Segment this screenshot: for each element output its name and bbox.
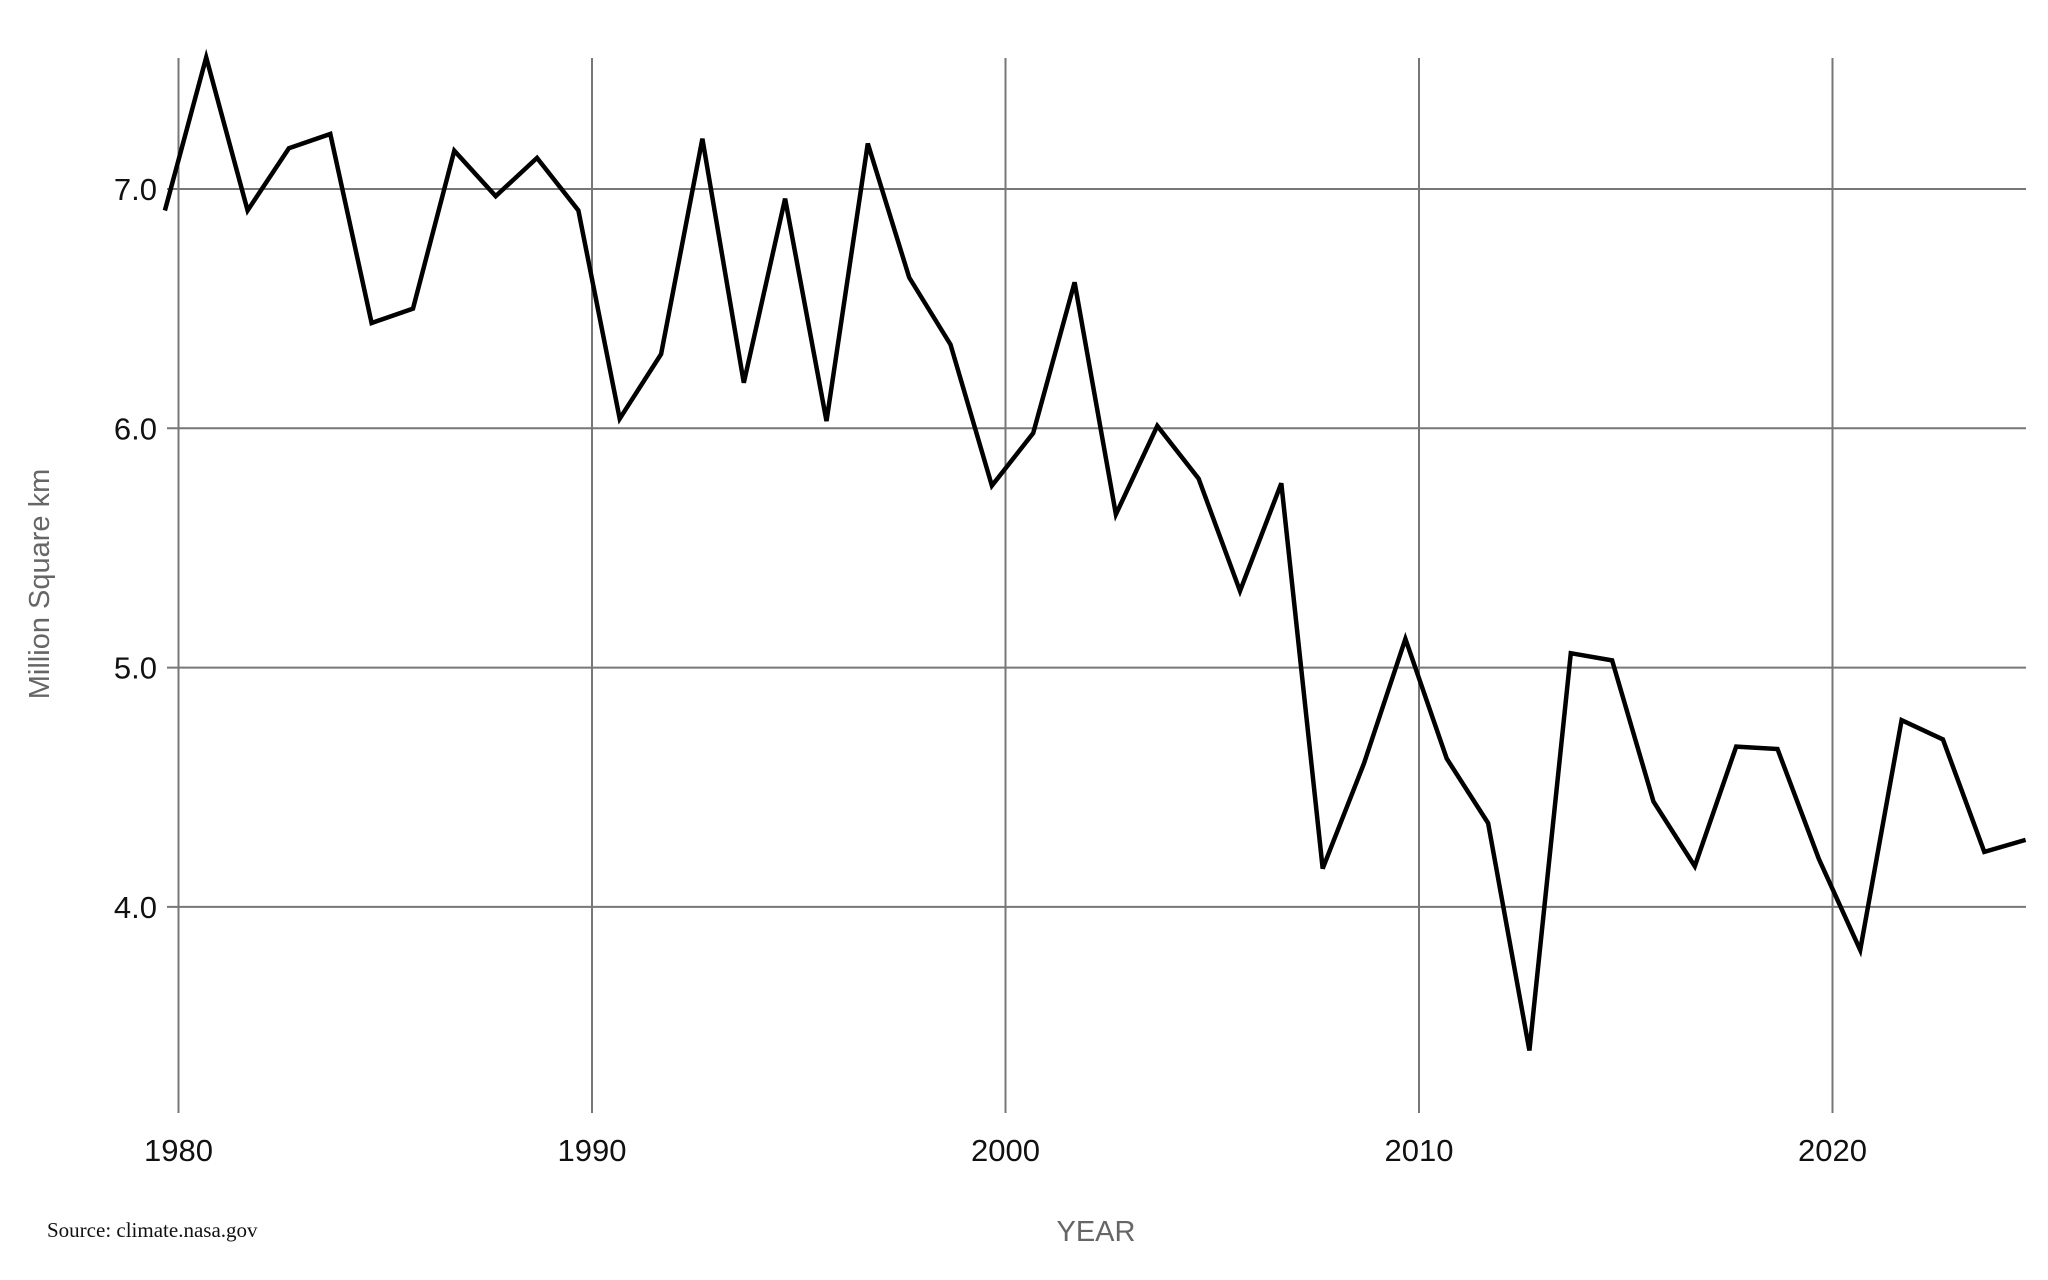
y-tick-label: 5.0	[114, 651, 157, 686]
y-tick-label: 6.0	[114, 411, 157, 446]
x-axis-title: YEAR	[1057, 1216, 1136, 1248]
tick-labels: 1980 1990 2000 2010 2020 4.0 5.0 6.0 7.0	[114, 172, 1867, 1168]
y-tick-label: 7.0	[114, 172, 157, 207]
y-axis-title: Million Square km	[24, 469, 56, 699]
x-tick-label: 2010	[1385, 1133, 1454, 1168]
data-points	[165, 57, 2026, 1050]
x-tick-label: 1980	[144, 1133, 213, 1168]
y-tick-label: 4.0	[114, 890, 157, 925]
x-tick-label: 2020	[1798, 1133, 1867, 1168]
x-tick-label: 1990	[558, 1133, 627, 1168]
x-tick-label: 2000	[971, 1133, 1040, 1168]
source-note: Source: climate.nasa.gov	[47, 1218, 258, 1242]
grid	[167, 58, 2026, 1113]
series-line	[162, 48, 2027, 1051]
